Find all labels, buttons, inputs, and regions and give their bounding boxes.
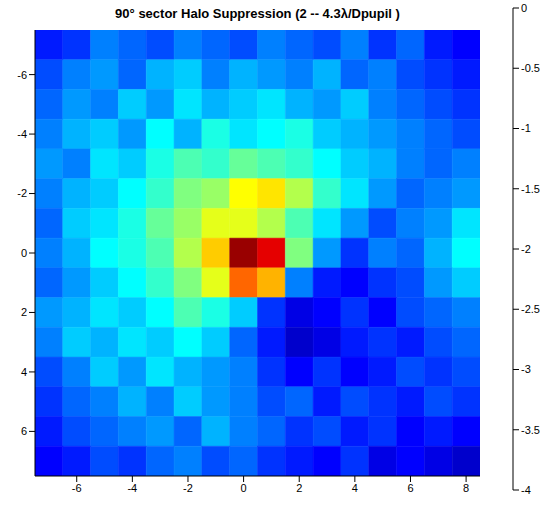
svg-text:-3.5: -3.5 bbox=[521, 424, 540, 436]
svg-text:-6: -6 bbox=[17, 69, 27, 81]
svg-text:-1: -1 bbox=[521, 122, 531, 134]
svg-text:0: 0 bbox=[521, 2, 527, 14]
svg-text:4: 4 bbox=[352, 482, 358, 494]
svg-text:-3: -3 bbox=[521, 363, 531, 375]
svg-text:8: 8 bbox=[463, 482, 469, 494]
svg-text:-4: -4 bbox=[127, 482, 137, 494]
html-text:90° sector Halo Suppression (2: 90° sector Halo Suppression (2 -- 4.3λ/D… bbox=[115, 6, 400, 21]
svg-text:-4: -4 bbox=[521, 484, 531, 496]
svg-text:0: 0 bbox=[21, 247, 27, 259]
svg-text:-4: -4 bbox=[17, 128, 27, 140]
svg-text:6: 6 bbox=[407, 482, 413, 494]
svg-text:2: 2 bbox=[296, 482, 302, 494]
svg-text:-2: -2 bbox=[183, 482, 193, 494]
svg-text:6: 6 bbox=[21, 425, 27, 437]
svg-text:-6: -6 bbox=[72, 482, 82, 494]
svg-text:-2: -2 bbox=[521, 243, 531, 255]
svg-text:4: 4 bbox=[21, 366, 27, 378]
svg-text:2: 2 bbox=[21, 306, 27, 318]
svg-text:-2.5: -2.5 bbox=[521, 303, 540, 315]
svg-text:-0.5: -0.5 bbox=[521, 62, 540, 74]
svg-text:-2: -2 bbox=[17, 187, 27, 199]
svg-text:-1.5: -1.5 bbox=[521, 183, 540, 195]
svg-text:0: 0 bbox=[241, 482, 247, 494]
